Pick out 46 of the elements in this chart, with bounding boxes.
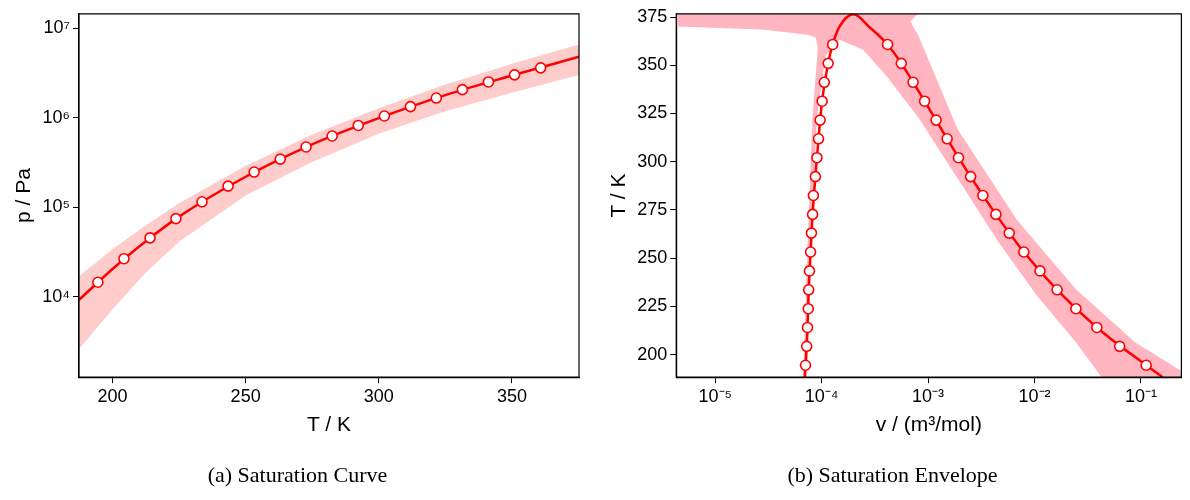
point [534,62,547,74]
y-axis-title: p / Pa [11,167,35,223]
point [118,252,130,265]
point [300,141,312,153]
point [92,276,104,289]
point [456,83,469,96]
y-axis-title: T / K [606,173,630,218]
text: (b) Saturation Envelope [786,462,999,488]
x-tick-label: 200 [97,385,128,406]
point [170,212,182,225]
x-tick-label: 350 [496,385,527,406]
x-axis-title: T / K [306,412,351,436]
x-tick-label: 10⁻³ [912,385,945,406]
y-tick-label: 325 [637,102,668,123]
y-tick-label: 350 [637,54,668,75]
point [326,130,338,142]
y-tick-label: 10⁵ [42,196,70,217]
point [144,232,156,244]
line-series [78,55,579,302]
point [248,166,260,178]
text: (a) Saturation Curve [206,462,389,488]
y-tick-label: 10⁴ [42,285,70,306]
x-tick-label: 10⁻⁵ [698,385,732,406]
y-tick-label: 300 [637,150,668,171]
x-tick-label: 10⁻¹ [1124,385,1157,406]
point [196,195,208,208]
y-tick-label: 375 [637,6,668,27]
point [508,69,521,81]
y-tick-label: 275 [637,198,668,219]
x-axis-title: v / (m³/mol) [875,412,982,436]
point [430,92,443,104]
point [482,76,495,88]
y-tick-label: 10⁶ [42,106,70,127]
x-tick-label: 250 [230,385,261,406]
point [274,153,287,165]
y-tick-label: 200 [637,343,668,364]
point [352,119,365,132]
x-tick-label: 300 [363,385,394,406]
y-tick-label: 10⁷ [43,17,70,38]
point [222,180,234,192]
point [404,100,417,113]
x-tick-label: 10⁻⁴ [804,385,839,406]
y-tick-label: 225 [637,295,668,316]
point [378,110,391,122]
y-tick-label: 250 [637,247,668,268]
x-tick-label: 10⁻² [1018,385,1051,406]
